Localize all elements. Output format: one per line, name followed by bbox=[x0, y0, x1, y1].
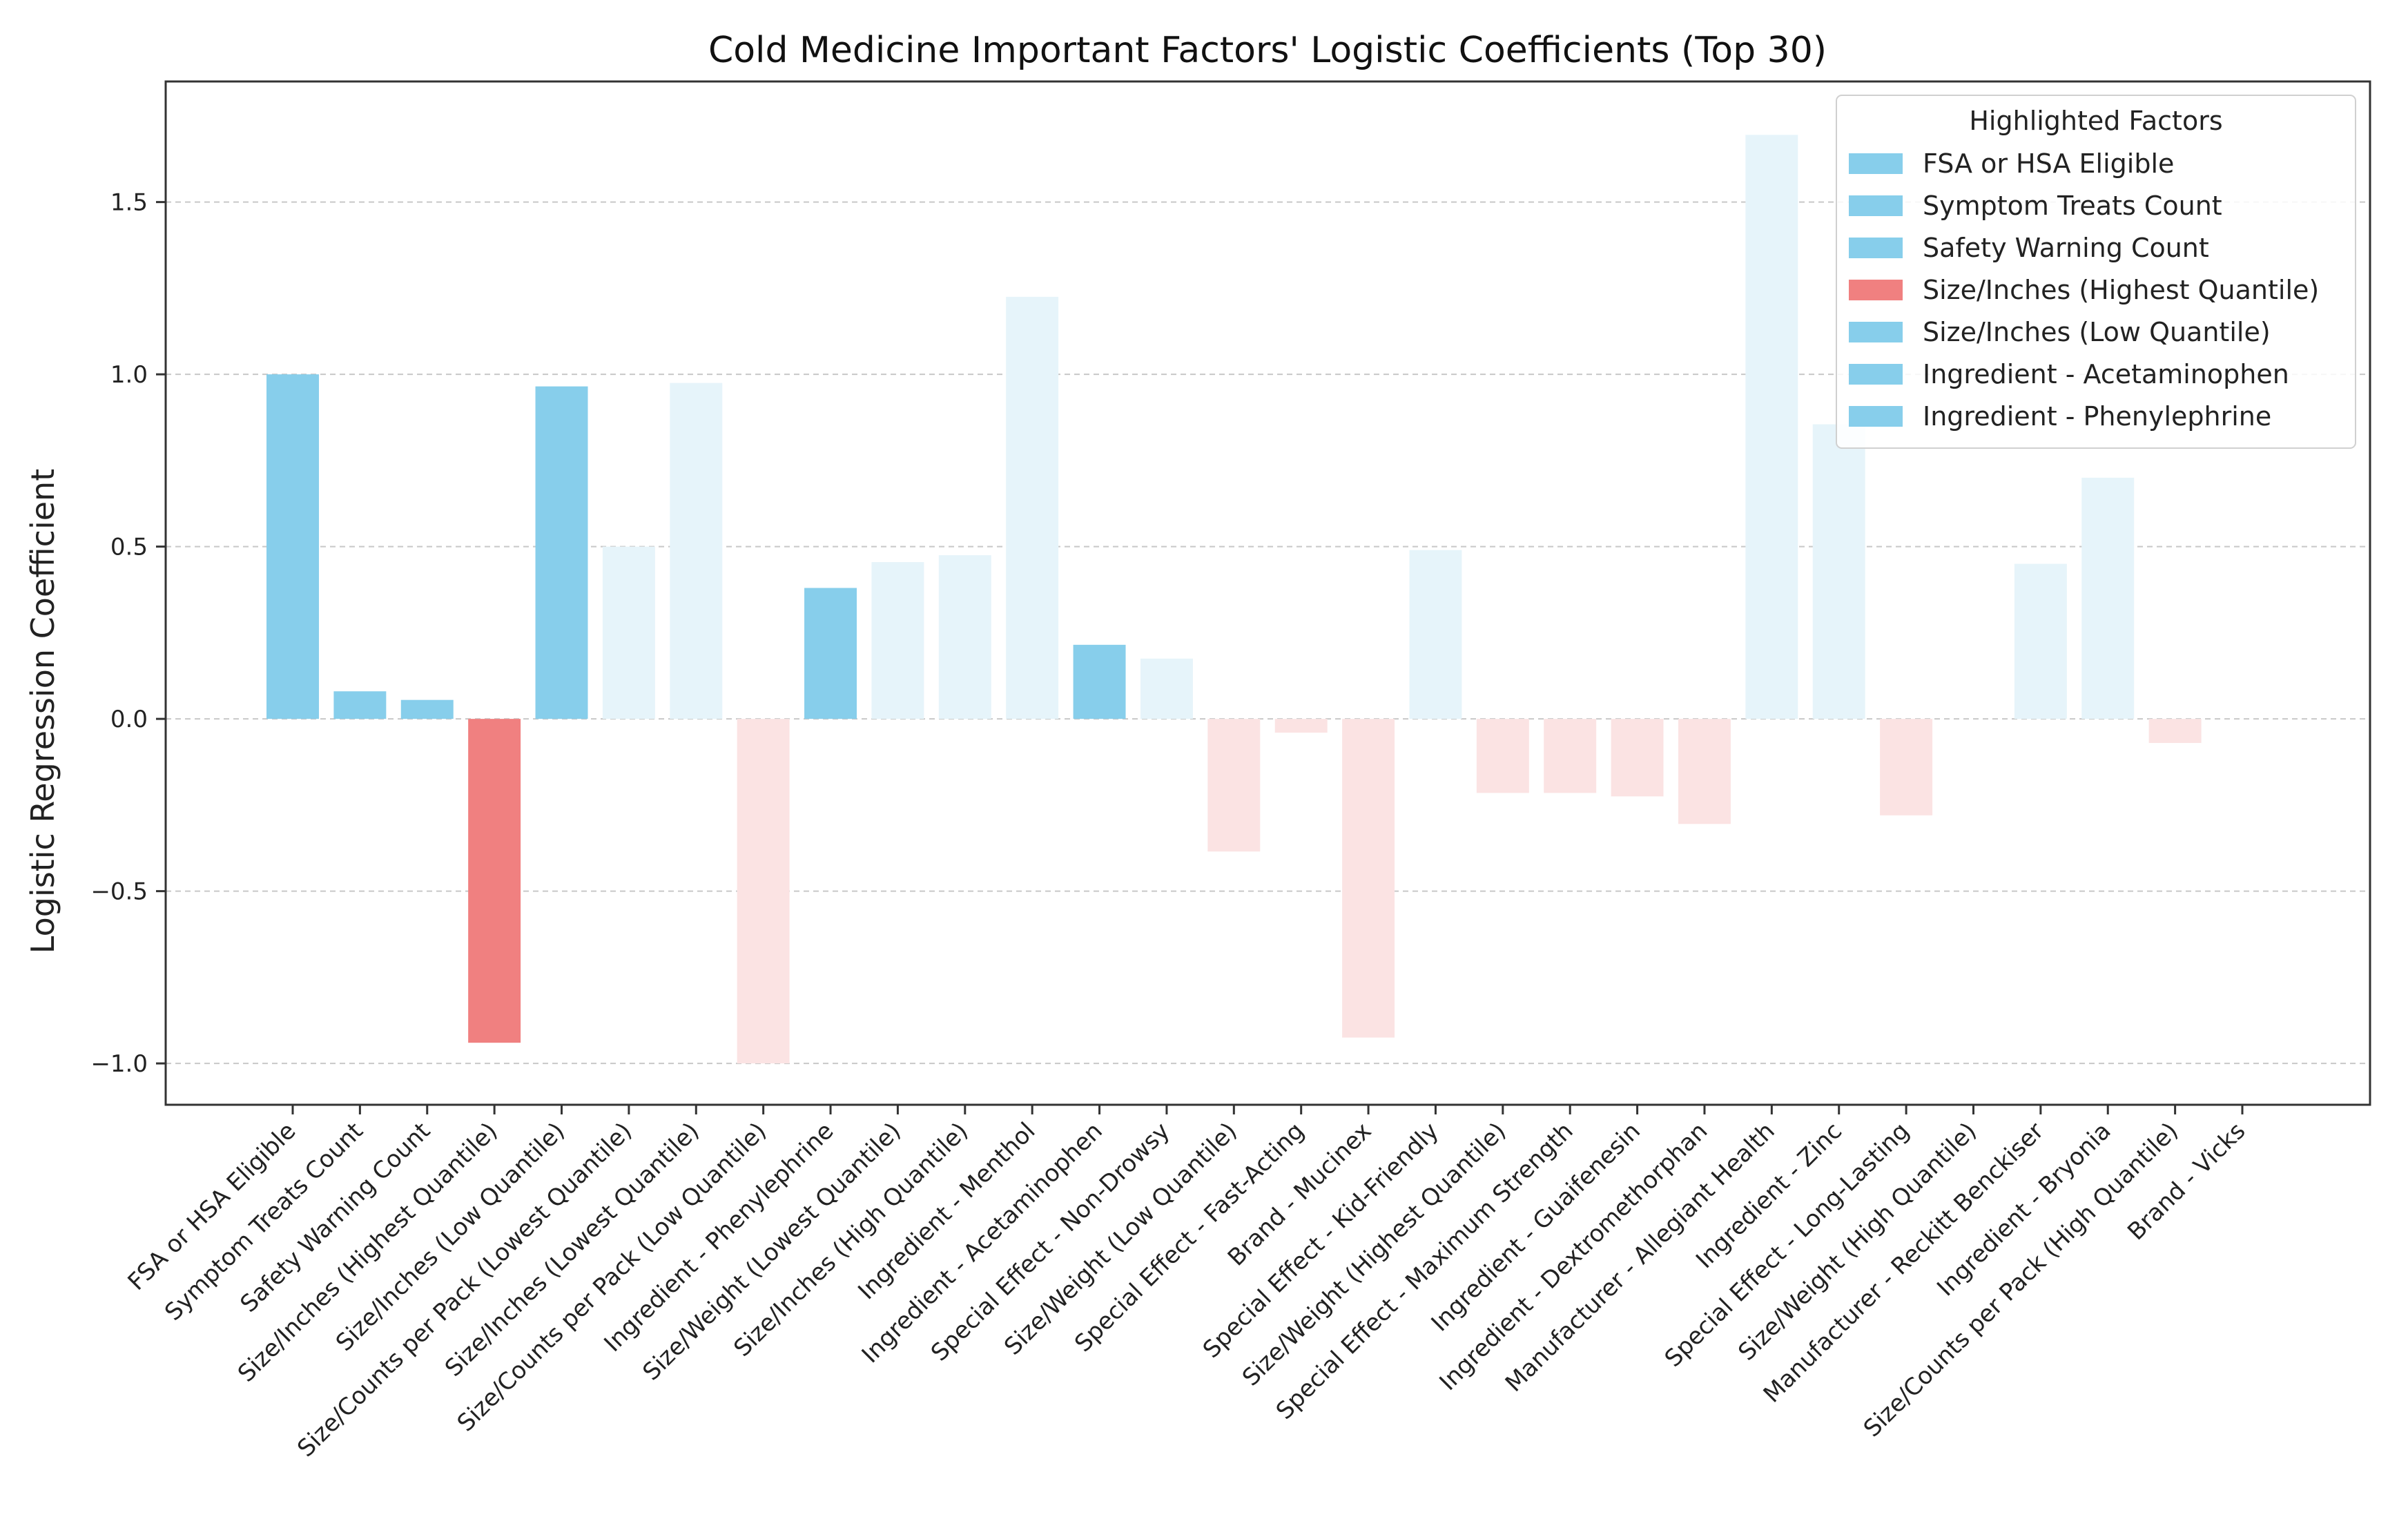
bar bbox=[1274, 719, 1328, 733]
bar bbox=[737, 719, 790, 1064]
legend-title: Highlighted Factors bbox=[1969, 106, 2222, 136]
legend-swatch bbox=[1849, 238, 1903, 258]
bar bbox=[1207, 719, 1261, 852]
x-tick-label: Ingredient - Acetaminophen bbox=[857, 1117, 1108, 1369]
bar bbox=[1678, 719, 1731, 824]
x-tick-label: Size/Counts per Pack (Low Quantile) bbox=[452, 1117, 772, 1437]
legend-label: Symptom Treats Count bbox=[1923, 191, 2222, 221]
y-axis-label: Logistic Regression Coefficient bbox=[24, 469, 61, 954]
legend-label: Size/Inches (Low Quantile) bbox=[1923, 317, 2271, 347]
legend-label: FSA or HSA Eligible bbox=[1923, 148, 2174, 179]
bar bbox=[1611, 719, 1664, 797]
bars bbox=[266, 135, 2202, 1064]
y-tick-label: 1.5 bbox=[110, 189, 148, 217]
y-tick-label: 0.5 bbox=[110, 534, 148, 561]
y-tick-label: 1.0 bbox=[110, 361, 148, 389]
bar bbox=[2081, 477, 2135, 719]
x-tick-label: Size/Counts per Pack (High Quantile) bbox=[1858, 1117, 2184, 1442]
plot-frame bbox=[164, 80, 2371, 1106]
chart-title: Cold Medicine Important Factors' Logisti… bbox=[708, 30, 1827, 71]
legend-label: Ingredient - Phenylephrine bbox=[1923, 401, 2271, 432]
legend-label: Size/Inches (Highest Quantile) bbox=[1923, 275, 2319, 305]
bar bbox=[1544, 719, 1597, 793]
x-tick-label: Brand - Vicks bbox=[2122, 1117, 2251, 1246]
bar bbox=[1476, 719, 1529, 793]
bar bbox=[468, 719, 521, 1043]
legend-swatch bbox=[1849, 280, 1903, 300]
y-tick-label: −0.5 bbox=[90, 878, 148, 906]
y-tick-label: 0.0 bbox=[110, 706, 148, 733]
bar bbox=[1880, 719, 1933, 815]
bar bbox=[1745, 135, 1798, 719]
legend-swatch bbox=[1849, 195, 1903, 216]
bar bbox=[266, 374, 319, 719]
bar bbox=[804, 588, 857, 719]
legend-entries: FSA or HSA Eligible Symptom Treats Count S… bbox=[1849, 148, 2319, 432]
legend-swatch bbox=[1849, 322, 1903, 342]
legend-label: Ingredient - Acetaminophen bbox=[1923, 359, 2289, 389]
legend: Highlighted Factors FSA or HSA Eligible S… bbox=[1836, 95, 2356, 449]
legend-swatch bbox=[1849, 364, 1903, 385]
bar bbox=[400, 699, 454, 719]
bar bbox=[1073, 644, 1126, 719]
bar bbox=[1006, 296, 1059, 719]
legend-box bbox=[1836, 95, 2356, 449]
bar bbox=[1409, 550, 1462, 719]
bar bbox=[938, 555, 991, 719]
bar bbox=[1140, 658, 1193, 719]
legend-swatch bbox=[1849, 153, 1903, 174]
y-tick-label: −1.0 bbox=[90, 1050, 148, 1078]
legend-label: Safety Warning Count bbox=[1923, 233, 2209, 263]
bar bbox=[2148, 719, 2202, 744]
bar bbox=[1342, 719, 1395, 1038]
bar bbox=[2014, 563, 2067, 719]
bar bbox=[333, 691, 387, 719]
y-axis-ticks: 1.5 1.0 0.5 0.0 −0.5 −1.0 bbox=[90, 189, 166, 1078]
x-tick-label: Special Effect - Long-Lasting bbox=[1660, 1117, 1915, 1373]
bar bbox=[670, 383, 723, 719]
bar bbox=[602, 546, 655, 719]
legend-swatch bbox=[1849, 406, 1903, 427]
bar bbox=[871, 562, 924, 719]
bar bbox=[535, 386, 588, 719]
bar bbox=[1812, 424, 1865, 719]
